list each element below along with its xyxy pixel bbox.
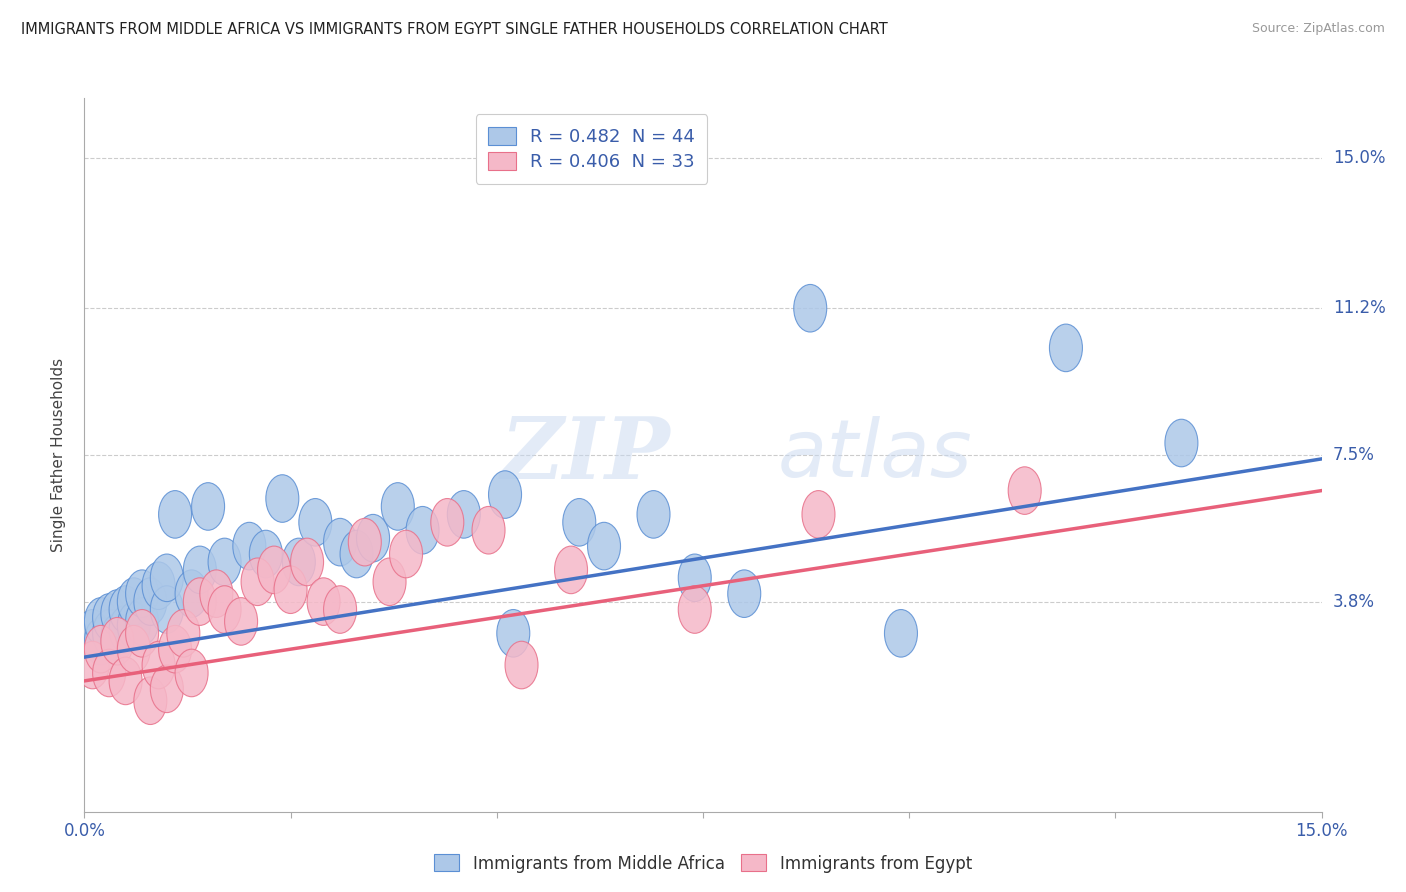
Ellipse shape <box>349 518 381 566</box>
Ellipse shape <box>1049 324 1083 372</box>
Ellipse shape <box>357 515 389 562</box>
Ellipse shape <box>389 530 423 578</box>
Ellipse shape <box>176 649 208 697</box>
Legend: Immigrants from Middle Africa, Immigrants from Egypt: Immigrants from Middle Africa, Immigrant… <box>427 847 979 880</box>
Ellipse shape <box>488 471 522 518</box>
Ellipse shape <box>562 499 596 546</box>
Ellipse shape <box>406 507 439 554</box>
Ellipse shape <box>150 554 183 601</box>
Ellipse shape <box>110 657 142 705</box>
Ellipse shape <box>323 518 357 566</box>
Ellipse shape <box>159 491 191 538</box>
Ellipse shape <box>117 625 150 673</box>
Ellipse shape <box>240 558 274 606</box>
Ellipse shape <box>373 558 406 606</box>
Ellipse shape <box>291 538 323 586</box>
Ellipse shape <box>76 641 110 689</box>
Ellipse shape <box>208 586 240 633</box>
Ellipse shape <box>728 570 761 617</box>
Ellipse shape <box>142 562 176 609</box>
Ellipse shape <box>110 606 142 653</box>
Ellipse shape <box>588 523 620 570</box>
Ellipse shape <box>208 538 240 586</box>
Ellipse shape <box>1166 419 1198 467</box>
Ellipse shape <box>150 586 183 633</box>
Ellipse shape <box>93 649 125 697</box>
Ellipse shape <box>299 499 332 546</box>
Text: 7.5%: 7.5% <box>1333 446 1375 464</box>
Ellipse shape <box>159 625 191 673</box>
Ellipse shape <box>93 594 125 641</box>
Ellipse shape <box>794 285 827 332</box>
Text: ZI: ZI <box>501 413 605 497</box>
Ellipse shape <box>381 483 415 530</box>
Ellipse shape <box>801 491 835 538</box>
Ellipse shape <box>101 614 134 661</box>
Ellipse shape <box>505 641 538 689</box>
Ellipse shape <box>472 507 505 554</box>
Text: IMMIGRANTS FROM MIDDLE AFRICA VS IMMIGRANTS FROM EGYPT SINGLE FATHER HOUSEHOLDS : IMMIGRANTS FROM MIDDLE AFRICA VS IMMIGRA… <box>21 22 887 37</box>
Ellipse shape <box>101 590 134 637</box>
Ellipse shape <box>266 475 299 523</box>
Ellipse shape <box>554 546 588 594</box>
Ellipse shape <box>283 538 315 586</box>
Ellipse shape <box>110 586 142 633</box>
Ellipse shape <box>101 617 134 665</box>
Legend: R = 0.482  N = 44, R = 0.406  N = 33: R = 0.482 N = 44, R = 0.406 N = 33 <box>475 114 707 184</box>
Ellipse shape <box>183 578 217 625</box>
Ellipse shape <box>307 578 340 625</box>
Ellipse shape <box>678 586 711 633</box>
Ellipse shape <box>125 609 159 657</box>
Ellipse shape <box>84 598 117 645</box>
Ellipse shape <box>84 617 117 665</box>
Text: atlas: atlas <box>778 416 972 494</box>
Ellipse shape <box>637 491 671 538</box>
Text: P: P <box>605 413 669 497</box>
Ellipse shape <box>176 570 208 617</box>
Ellipse shape <box>150 665 183 713</box>
Ellipse shape <box>884 609 918 657</box>
Ellipse shape <box>191 483 225 530</box>
Ellipse shape <box>125 598 159 645</box>
Text: 3.8%: 3.8% <box>1333 592 1375 611</box>
Y-axis label: Single Father Households: Single Father Households <box>51 358 66 552</box>
Ellipse shape <box>142 641 176 689</box>
Ellipse shape <box>447 491 481 538</box>
Ellipse shape <box>117 601 150 649</box>
Ellipse shape <box>134 677 167 724</box>
Ellipse shape <box>323 586 357 633</box>
Ellipse shape <box>274 566 307 614</box>
Ellipse shape <box>84 625 117 673</box>
Ellipse shape <box>225 598 257 645</box>
Ellipse shape <box>134 578 167 625</box>
Ellipse shape <box>200 570 233 617</box>
Ellipse shape <box>1008 467 1042 515</box>
Text: 11.2%: 11.2% <box>1333 299 1385 318</box>
Ellipse shape <box>167 609 200 657</box>
Ellipse shape <box>257 546 291 594</box>
Ellipse shape <box>183 546 217 594</box>
Ellipse shape <box>249 530 283 578</box>
Ellipse shape <box>117 578 150 625</box>
Text: 15.0%: 15.0% <box>1333 149 1385 167</box>
Ellipse shape <box>93 609 125 657</box>
Ellipse shape <box>430 499 464 546</box>
Ellipse shape <box>496 609 530 657</box>
Text: Source: ZipAtlas.com: Source: ZipAtlas.com <box>1251 22 1385 36</box>
Ellipse shape <box>125 570 159 617</box>
Ellipse shape <box>233 523 266 570</box>
Ellipse shape <box>340 530 373 578</box>
Ellipse shape <box>76 609 110 657</box>
Ellipse shape <box>678 554 711 601</box>
